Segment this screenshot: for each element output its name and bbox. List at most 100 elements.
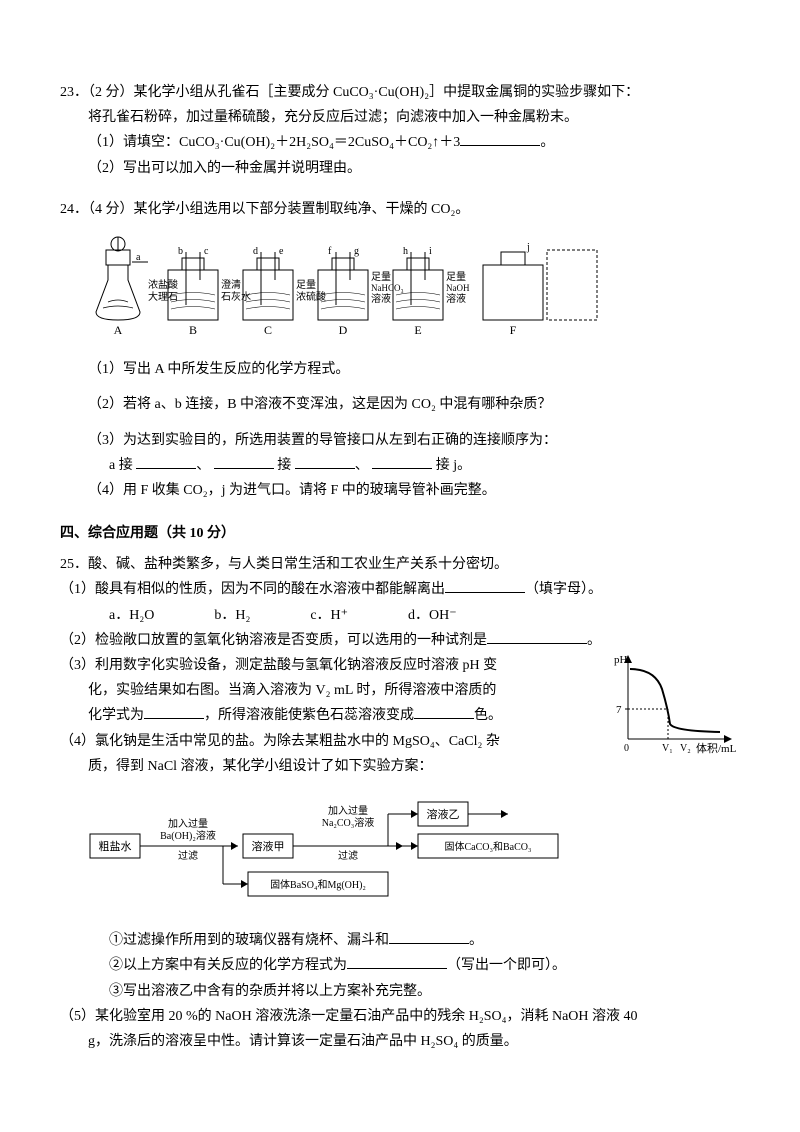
svg-text:溶液乙: 溶液乙 bbox=[427, 807, 460, 821]
svg-text:C: C bbox=[264, 323, 272, 337]
svg-text:E: E bbox=[414, 323, 421, 337]
bottle-c: d e bbox=[243, 246, 293, 320]
svg-text:足量: 足量 bbox=[296, 279, 316, 291]
blank[interactable] bbox=[445, 578, 525, 593]
svg-text:h: h bbox=[403, 246, 408, 257]
svg-text:固体BaSO₄和Mg(OH)₂: 固体BaSO₄和Mg(OH)₂ bbox=[270, 879, 366, 891]
option-a[interactable]: a．H₂O bbox=[109, 603, 154, 628]
svg-text:溶液: 溶液 bbox=[446, 292, 466, 305]
text: 。 bbox=[587, 633, 601, 648]
svg-text:过滤: 过滤 bbox=[178, 849, 198, 862]
svg-text:Na₂CO₃溶液: Na₂CO₃溶液 bbox=[322, 816, 375, 829]
option-b[interactable]: b．H₂ bbox=[214, 603, 250, 628]
q25-sub4-1: ①过滤操作所用到的玻璃仪器有烧杯、漏斗和 。 bbox=[60, 928, 740, 953]
y-tick: 7 bbox=[616, 704, 622, 716]
svg-text:NaHCO₃: NaHCO₃ bbox=[371, 283, 404, 293]
blank[interactable] bbox=[389, 929, 469, 944]
q24-sub1: （1）写出 A 中所发生反应的化学方程式。 bbox=[60, 357, 740, 382]
svg-text:a: a bbox=[136, 252, 141, 263]
svg-text:溶液: 溶液 bbox=[371, 292, 391, 305]
q24-header: 24．（4 分）某化学小组选用以下部分装置制取纯净、干燥的 CO₂。 bbox=[60, 197, 740, 222]
text: 。 bbox=[469, 933, 483, 948]
blank[interactable] bbox=[214, 454, 274, 469]
question-24: 24．（4 分）某化学小组选用以下部分装置制取纯净、干燥的 CO₂。 a b c bbox=[60, 197, 740, 503]
svg-text:加入过量: 加入过量 bbox=[168, 817, 208, 830]
q25-sub5b: g，洗涤后的溶液呈中性。请计算该一定量石油产品中 H₂SO₄ 的质量。 bbox=[60, 1029, 740, 1054]
text: （写出一个即可）。 bbox=[447, 958, 566, 973]
flow-chart: 粗盐水 加入过量 Ba(OH)₂溶液 过滤 固体BaSO₄和Mg(OH)₂ 溶液… bbox=[88, 789, 740, 918]
svg-text:加入过量: 加入过量 bbox=[328, 804, 368, 817]
blank[interactable] bbox=[295, 454, 355, 469]
ph-graph-svg: pH 7 0 V₁ V₂ 体积/mL bbox=[610, 649, 740, 759]
svg-text:粗盐水: 粗盐水 bbox=[99, 840, 132, 853]
bottle-d: f g bbox=[318, 246, 368, 320]
text: 接 bbox=[277, 458, 291, 473]
q24-sub2: （2）若将 a、b 连接，B 中溶液不变浑浊，这是因为 CO₂ 中混有哪种杂质？ bbox=[60, 392, 740, 417]
svg-text:F: F bbox=[510, 323, 517, 337]
question-25: 25．酸、碱、盐种类繁多，与人类日常生活和工农业生产关系十分密切。 （1）酸具有… bbox=[60, 552, 740, 1054]
q23-sub1-post: 。 bbox=[540, 135, 554, 150]
svg-text:i: i bbox=[429, 246, 432, 257]
svg-text:c: c bbox=[204, 246, 209, 257]
q25-sub4-2: ②以上方案中有关反应的化学方程式为 （写出一个即可）。 bbox=[60, 953, 740, 978]
q25-sub5a: （5）某化验室用 20 %的 NaOH 溶液洗涤一定量石油产品中的残余 H₂SO… bbox=[60, 1004, 740, 1029]
svg-text:石灰水: 石灰水 bbox=[221, 290, 251, 303]
q25-sub1: （1）酸具有相似的性质，因为不同的酸在水溶液中都能解离出 （填字母）。 bbox=[60, 577, 740, 602]
svg-text:V₁: V₁ bbox=[662, 743, 673, 754]
q25-sub4-3: ③写出溶液乙中含有的杂质并将以上方案补充完整。 bbox=[60, 979, 740, 1004]
text: （1）酸具有相似的性质，因为不同的酸在水溶液中都能解离出 bbox=[60, 582, 445, 597]
q23-intro: 将孔雀石粉碎，加过量稀硫酸，充分反应后过滤；向滤液中加入一种金属粉末。 bbox=[60, 105, 740, 130]
spacer bbox=[60, 418, 740, 428]
spacer bbox=[60, 382, 740, 392]
svg-text:d: d bbox=[253, 246, 258, 257]
text: 色。 bbox=[474, 708, 502, 723]
q23-sub1: （1）请填空：CuCO₃·Cu(OH)₂＋2H₂SO₄＝2CuSO₄＋CO₂↑＋… bbox=[60, 130, 740, 155]
svg-text:大理石: 大理石 bbox=[148, 290, 178, 303]
svg-text:固体CaCO₃和BaCO₃: 固体CaCO₃和BaCO₃ bbox=[445, 841, 532, 853]
text: 化学式为 bbox=[88, 708, 144, 723]
q24-sub3-line: a 接 、 接 、 接 j。 bbox=[60, 453, 740, 478]
svg-text:足量: 足量 bbox=[446, 271, 466, 283]
svg-text:j: j bbox=[526, 242, 530, 253]
svg-text:A: A bbox=[114, 323, 123, 337]
svg-text:溶液甲: 溶液甲 bbox=[252, 839, 285, 853]
svg-text:浓盐酸: 浓盐酸 bbox=[148, 278, 178, 291]
blank[interactable] bbox=[144, 704, 204, 719]
svg-text:g: g bbox=[354, 246, 359, 257]
option-c[interactable]: c．H⁺ bbox=[310, 603, 348, 628]
q23-sub2: （2）写出可以加入的一种金属并说明理由。 bbox=[60, 156, 740, 181]
svg-text:体积/mL: 体积/mL bbox=[696, 741, 737, 755]
apparatus-diagram: a b c d e f g bbox=[88, 230, 740, 349]
text: ①过滤操作所用到的玻璃仪器有烧杯、漏斗和 bbox=[109, 933, 389, 948]
flow-svg: 粗盐水 加入过量 Ba(OH)₂溶液 过滤 固体BaSO₄和Mg(OH)₂ 溶液… bbox=[88, 789, 628, 909]
text: （2）检验敞口放置的氢氧化钠溶液是否变质，可以选用的一种试剂是 bbox=[60, 633, 487, 648]
text: （填字母）。 bbox=[525, 582, 602, 597]
ph-graph: pH 7 0 V₁ V₂ 体积/mL bbox=[610, 649, 740, 768]
blank[interactable] bbox=[372, 454, 432, 469]
question-23: 23．（2 分）某化学小组从孔雀石［主要成分 CuCO₃·Cu(OH)₂］中提取… bbox=[60, 80, 740, 181]
svg-text:0: 0 bbox=[624, 743, 629, 754]
svg-text:b: b bbox=[178, 246, 183, 257]
option-d[interactable]: d．OH⁻ bbox=[408, 603, 457, 628]
q23-sub1-pre: （1）请填空：CuCO₃·Cu(OH)₂＋2H₂SO₄＝2CuSO₄＋CO₂↑＋… bbox=[88, 135, 460, 150]
bottle-f: j bbox=[483, 242, 597, 320]
svg-text:澄清: 澄清 bbox=[221, 278, 241, 291]
q24-sub4: （4）用 F 收集 CO₂，j 为进气口。请将 F 中的玻璃导管补画完整。 bbox=[60, 478, 740, 503]
q23-header: 23．（2 分）某化学小组从孔雀石［主要成分 CuCO₃·Cu(OH)₂］中提取… bbox=[60, 80, 740, 105]
blank[interactable] bbox=[460, 131, 540, 146]
text: ，所得溶液能使紫色石蕊溶液变成 bbox=[204, 708, 414, 723]
svg-text:B: B bbox=[189, 323, 197, 337]
blank[interactable] bbox=[347, 954, 447, 969]
svg-text:f: f bbox=[328, 246, 332, 257]
q25-options: a．H₂O b．H₂ c．H⁺ d．OH⁻ bbox=[60, 603, 740, 628]
svg-text:浓硫酸: 浓硫酸 bbox=[296, 290, 326, 303]
svg-text:过滤: 过滤 bbox=[338, 849, 358, 862]
text: ②以上方案中有关反应的化学方程式为 bbox=[109, 958, 347, 973]
blank[interactable] bbox=[414, 704, 474, 719]
flask-a: a bbox=[96, 237, 148, 320]
sep: 、 bbox=[355, 458, 369, 473]
blank[interactable] bbox=[136, 454, 196, 469]
sep: 、 bbox=[196, 458, 210, 473]
q24-sub3-pre: （3）为达到实验目的，所选用装置的导管接口从左到右正确的连接顺序为： bbox=[60, 428, 740, 453]
blank[interactable] bbox=[487, 629, 587, 644]
